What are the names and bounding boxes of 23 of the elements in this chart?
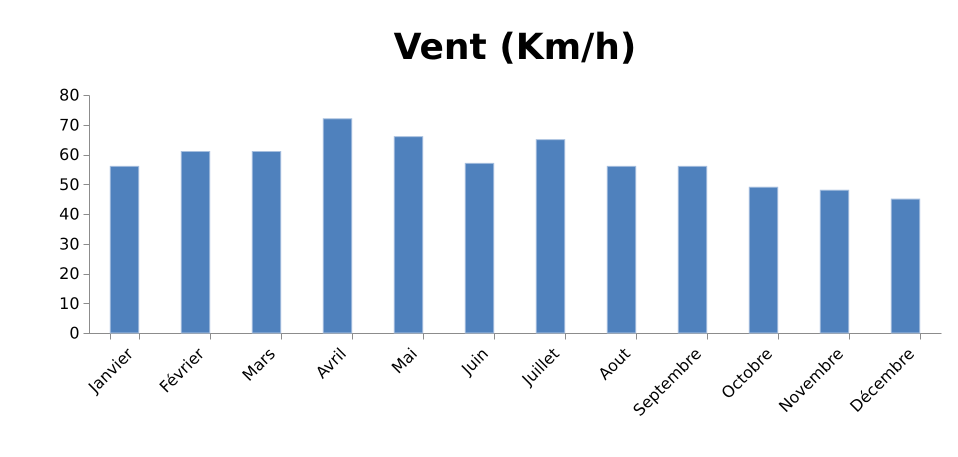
y-tick-label: 50 [59, 174, 80, 194]
y-tick-label: 20 [59, 264, 80, 283]
y-tick-label: 60 [59, 145, 80, 164]
bar [252, 151, 282, 334]
y-tick-label: 80 [59, 86, 80, 104]
bar [606, 166, 636, 334]
y-tick-label: 30 [59, 234, 80, 254]
bar [678, 166, 708, 334]
y-tick-label: 40 [59, 204, 80, 224]
bar [394, 136, 424, 334]
bar [536, 139, 566, 334]
bar [820, 190, 850, 334]
y-tick-label: 0 [69, 324, 80, 342]
bar [110, 166, 140, 334]
y-tick-label: 70 [59, 115, 80, 134]
bar [322, 118, 352, 334]
bar [890, 198, 920, 334]
chart-title: Vent (Km/h) [394, 27, 636, 68]
bar [180, 151, 210, 334]
bar [748, 186, 778, 334]
y-tick-label: 10 [59, 294, 80, 313]
x-tick-label: Mai [388, 344, 422, 378]
bar [464, 162, 494, 334]
